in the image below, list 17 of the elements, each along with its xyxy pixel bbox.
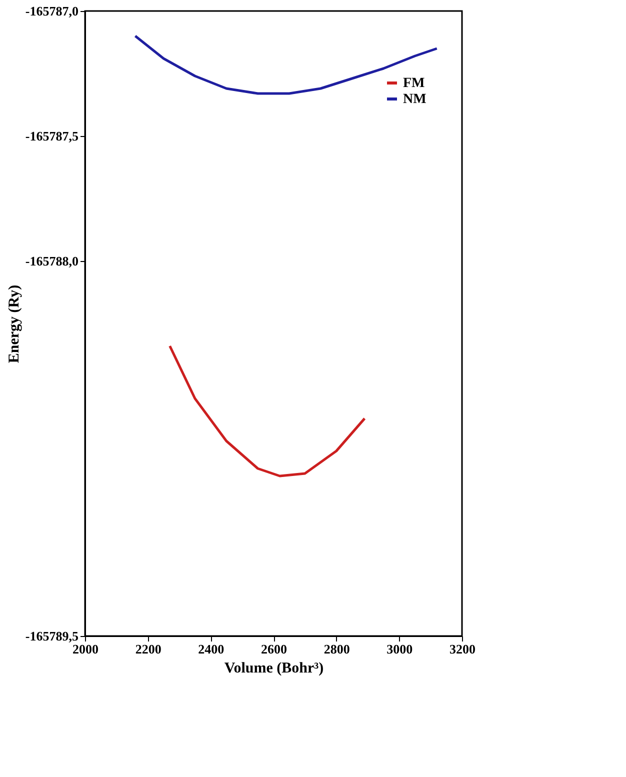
line-series [168,344,366,478]
x-tick-label: 3000 [386,642,413,656]
legend-label: NM [403,92,426,107]
x-axis-title: Volume (Bohr³) [224,660,324,676]
x-tick-label: 2800 [324,642,350,656]
y-tick-label: -165787,0 [25,4,78,18]
line-series [134,34,438,95]
x-tick-label: 3200 [450,642,476,656]
legend-label: FM [403,76,425,91]
x-tick-label: 2000 [72,642,98,656]
x-tick-label: 2600 [261,642,287,656]
x-tick-label: 2400 [198,642,224,656]
y-tick-label: -165788,0 [25,254,78,268]
y-axis-title: Energy (Ry) [6,284,22,364]
y-tick-label: -165787,5 [25,128,79,144]
x-tick-label: 2200 [135,642,162,656]
y-tick-label: -165789,5 [25,628,79,644]
